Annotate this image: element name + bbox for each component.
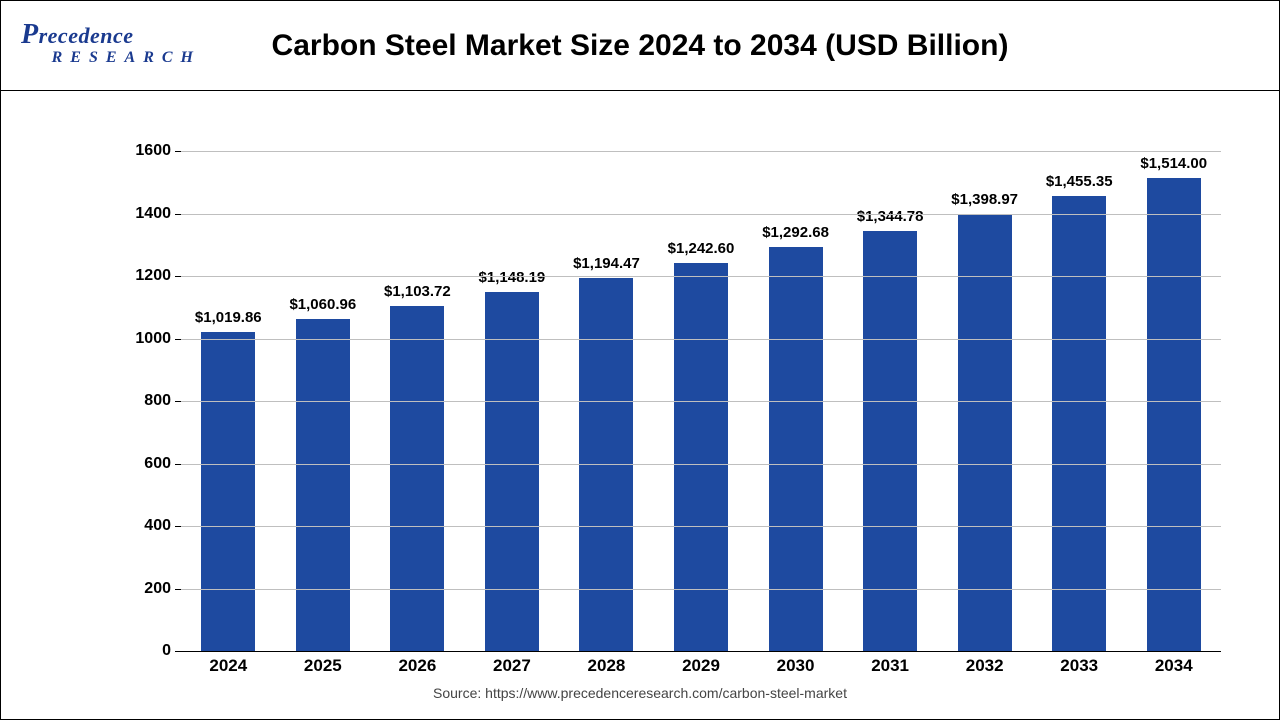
bar bbox=[958, 214, 1012, 651]
bar-value-label: $1,060.96 bbox=[276, 296, 371, 313]
x-axis-label: 2032 bbox=[937, 656, 1032, 676]
y-tick bbox=[175, 651, 181, 652]
y-axis-label: 1400 bbox=[135, 205, 171, 223]
bar-value-label: $1,242.60 bbox=[654, 240, 749, 257]
bar bbox=[296, 319, 350, 651]
source-text: Source: https://www.precedenceresearch.c… bbox=[1, 685, 1279, 701]
y-axis-label: 1600 bbox=[135, 142, 171, 160]
bar bbox=[1147, 178, 1201, 651]
logo: Precedence RESEARCH bbox=[21, 19, 201, 67]
bar bbox=[390, 306, 444, 651]
x-axis-label: 2031 bbox=[843, 656, 938, 676]
grid-line bbox=[181, 464, 1221, 465]
x-axis-label: 2027 bbox=[465, 656, 560, 676]
bar-value-label: $1,148.19 bbox=[465, 269, 560, 286]
bar-value-label: $1,344.78 bbox=[843, 208, 938, 225]
bar bbox=[769, 247, 823, 651]
y-axis-label: 200 bbox=[144, 580, 171, 598]
x-axis-label: 2034 bbox=[1126, 656, 1221, 676]
bar-value-label: $1,194.47 bbox=[559, 255, 654, 272]
bar-value-label: $1,398.97 bbox=[937, 191, 1032, 208]
bar-value-label: $1,292.68 bbox=[748, 224, 843, 241]
x-axis-label: 2030 bbox=[748, 656, 843, 676]
bar-value-label: $1,514.00 bbox=[1126, 155, 1221, 172]
y-tick bbox=[175, 589, 181, 590]
logo-p: P bbox=[21, 19, 39, 50]
chart-container: Precedence RESEARCH Carbon Steel Market … bbox=[0, 0, 1280, 720]
y-tick bbox=[175, 464, 181, 465]
grid-line bbox=[181, 651, 1221, 652]
bar bbox=[1052, 196, 1106, 651]
bar bbox=[674, 263, 728, 651]
y-axis-label: 0 bbox=[162, 642, 171, 660]
bar bbox=[201, 332, 255, 651]
x-axis-label: 2026 bbox=[370, 656, 465, 676]
y-tick bbox=[175, 339, 181, 340]
bar-value-label: $1,455.35 bbox=[1032, 173, 1127, 190]
x-axis-label: 2028 bbox=[559, 656, 654, 676]
bar-value-label: $1,103.72 bbox=[370, 283, 465, 300]
x-axis-label: 2025 bbox=[276, 656, 371, 676]
y-axis-label: 800 bbox=[144, 392, 171, 410]
grid-line bbox=[181, 339, 1221, 340]
logo-main: Precedence bbox=[21, 19, 201, 51]
y-tick bbox=[175, 151, 181, 152]
bar-value-label: $1,019.86 bbox=[181, 309, 276, 326]
grid-line bbox=[181, 589, 1221, 590]
logo-word: recedence bbox=[39, 23, 134, 48]
bar bbox=[485, 292, 539, 651]
chart-area: $1,019.86$1,060.96$1,103.72$1,148.19$1,1… bbox=[1, 91, 1279, 719]
y-tick bbox=[175, 526, 181, 527]
y-axis-label: 1000 bbox=[135, 330, 171, 348]
y-axis-label: 400 bbox=[144, 517, 171, 535]
logo-sub: RESEARCH bbox=[21, 49, 201, 67]
grid-line bbox=[181, 151, 1221, 152]
x-axis-label: 2029 bbox=[654, 656, 749, 676]
plot-area: $1,019.86$1,060.96$1,103.72$1,148.19$1,1… bbox=[181, 151, 1221, 651]
x-axis-label: 2024 bbox=[181, 656, 276, 676]
header: Precedence RESEARCH Carbon Steel Market … bbox=[1, 1, 1279, 91]
grid-line bbox=[181, 214, 1221, 215]
x-axis-labels: 2024202520262027202820292030203120322033… bbox=[181, 656, 1221, 676]
y-axis-label: 1200 bbox=[135, 267, 171, 285]
y-tick bbox=[175, 401, 181, 402]
grid-line bbox=[181, 401, 1221, 402]
x-axis-label: 2033 bbox=[1032, 656, 1127, 676]
grid-line bbox=[181, 276, 1221, 277]
y-axis-label: 600 bbox=[144, 455, 171, 473]
y-tick bbox=[175, 214, 181, 215]
y-tick bbox=[175, 276, 181, 277]
grid-line bbox=[181, 526, 1221, 527]
